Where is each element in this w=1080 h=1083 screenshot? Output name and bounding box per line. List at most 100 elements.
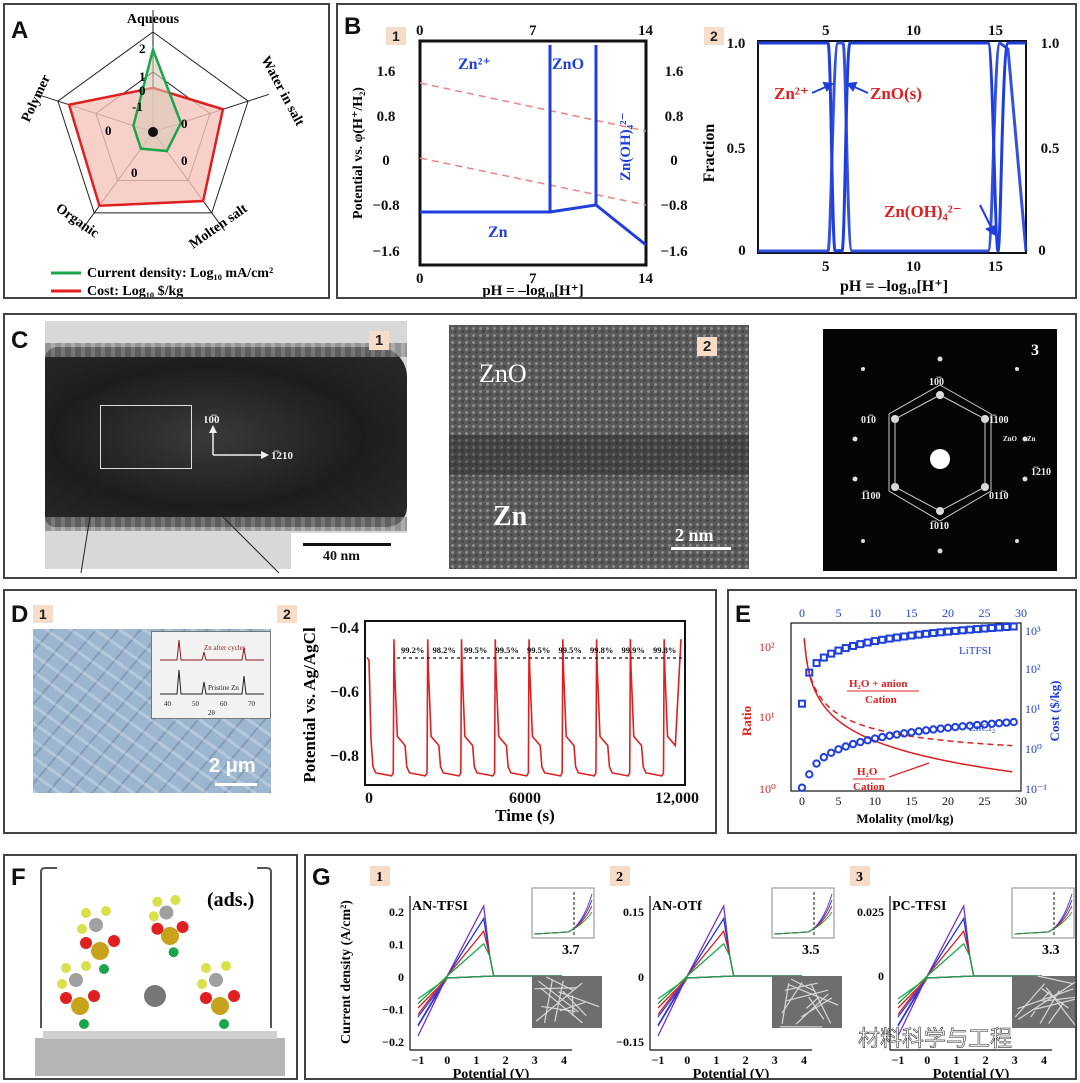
atom <box>77 924 87 934</box>
atom <box>149 911 159 921</box>
hrtem-image: 2 ZnO Zn 2 nm <box>449 325 749 569</box>
saed-spot-7: 1̅210 <box>1031 467 1051 478</box>
axis-molten-salt: Molten salt <box>187 201 251 252</box>
litfsi-point <box>989 625 995 631</box>
cv-charts: Current density (A/cm²) 1AN-TFSI0.20.10−… <box>306 856 1075 1078</box>
zncl2-point <box>843 743 849 749</box>
efficiency-label-1: 99.2% <box>401 645 424 655</box>
b2-bottom-tick-15: 15 <box>988 259 1003 275</box>
tick-0-ms: 0 <box>181 153 188 168</box>
g-xlabel: Potential (V) <box>933 1067 1010 1078</box>
litfsi-point <box>916 632 922 638</box>
b2-left-tick-1: 1.0 <box>727 36 746 52</box>
e-h2o-label: H₂O <box>857 766 878 778</box>
g-xtick: 0 <box>924 1053 930 1067</box>
atom <box>211 997 229 1015</box>
zncl2-point <box>857 739 863 745</box>
atom <box>80 937 92 949</box>
atom <box>81 961 91 971</box>
litfsi-point <box>865 640 871 646</box>
tick-0-wis: 0 <box>181 116 188 131</box>
c2-zno-label: ZnO <box>479 359 527 389</box>
litfsi-point <box>967 627 973 633</box>
b2-right-tick-05: 0.5 <box>1041 141 1060 157</box>
efficiency-label-3: 99.5% <box>464 645 487 655</box>
atom <box>228 990 240 1002</box>
atom <box>69 973 83 987</box>
litfsi-point <box>843 645 849 651</box>
litfsi-point <box>835 648 841 654</box>
e-xtick-top: 25 <box>978 606 990 620</box>
cycling-chart: 99.2% 98.2% 99.5% 99.5% 99.5% 99.5% 99.8% 99.9%… <box>285 591 705 831</box>
efficiency-label-8: 99.9% <box>622 645 645 655</box>
b1-xlabel: pH = –log₁₀[H⁺] <box>482 283 583 297</box>
g-ytick: −0.2 <box>382 1035 404 1049</box>
litfsi-point <box>850 643 856 649</box>
e-xtick-top: 10 <box>869 606 881 620</box>
axis-organic: Organic <box>53 201 102 241</box>
molality-chart: 0 5 10 15 20 25 30 0 5 10 15 20 25 30 10² 10¹ 10⁰ 10… <box>729 591 1075 832</box>
b2-right-tick-0: 0 <box>1038 243 1046 259</box>
axis-aqueous: Aqueous <box>127 12 180 27</box>
e-ytick-left-3: 10⁰ <box>759 782 776 796</box>
zncl2-point <box>1010 719 1016 725</box>
e-xtick-top: 20 <box>942 606 954 620</box>
b2-ylabel: Fraction <box>701 124 718 183</box>
zncl2-point <box>901 730 907 736</box>
zncl2-point <box>835 746 841 752</box>
atom <box>101 906 111 916</box>
g-subnum: 1 <box>376 870 383 885</box>
b1-zn2-label: Zn²⁺ <box>458 56 491 73</box>
d2-ytick-3: −0.8 <box>330 748 359 765</box>
litfsi-point <box>901 633 907 639</box>
saed-pattern: 10̅0 01̅0 1̅100 1̅100 011̅0 1̅010 1̅210 … <box>823 329 1057 571</box>
g-ytick: −0.1 <box>382 1003 404 1017</box>
e-xtick-bottom: 10 <box>869 794 881 808</box>
b1-right-tick-3: 0 <box>670 153 678 169</box>
b2-top-tick-5: 5 <box>822 23 830 39</box>
g-xtick: 4 <box>561 1053 567 1067</box>
atom <box>99 964 109 974</box>
xrd-label-after: Zn after cycles <box>204 644 246 652</box>
e-cation-label: Cation <box>865 694 897 706</box>
zncl2-point <box>937 725 943 731</box>
e-ytick-right-2: 10² <box>1025 662 1041 676</box>
efficiency-label-7: 99.8% <box>590 645 613 655</box>
atom <box>201 963 211 973</box>
zncl2-point <box>894 731 900 737</box>
atom <box>170 895 180 905</box>
g-xtick: 0 <box>444 1053 450 1067</box>
tick-0-org: 0 <box>131 165 138 180</box>
zncl2-point <box>930 726 936 732</box>
xrd-xtick-70: 70 <box>248 700 256 708</box>
panel-a: A Aqueous Water in salt Molten salt Orga… <box>3 3 330 299</box>
efficiency-label-2: 98.2% <box>433 645 456 655</box>
g-ytick: −0.15 <box>616 1035 644 1049</box>
b2-xlabel: pH = –log₁₀[H⁺] <box>840 278 948 295</box>
panel-letter-d: D <box>11 601 28 629</box>
atom <box>108 935 120 947</box>
atom <box>88 990 100 1002</box>
b1-top-tick-7: 7 <box>529 23 537 39</box>
zncl2-point <box>923 727 929 733</box>
c2-number: 2 <box>697 337 717 356</box>
e-ytick-right-5: 10⁻¹ <box>1025 782 1047 796</box>
zncl2-point <box>864 737 870 743</box>
saed-spot-1: 10̅0 <box>929 377 944 388</box>
g-xtick: 4 <box>1041 1053 1047 1067</box>
litfsi-point <box>960 627 966 633</box>
adsorption-model: (ads.) <box>5 856 296 1078</box>
c2-scale-bar: 2 nm <box>675 525 714 546</box>
litfsi-point <box>908 633 914 639</box>
tick-0-poly: 0 <box>105 123 112 138</box>
g-xlabel: Potential (V) <box>453 1067 530 1078</box>
b1-right-tick-4: −0.8 <box>660 198 687 214</box>
atom <box>159 906 173 920</box>
g-name: AN-TFSI <box>412 899 468 914</box>
b1-left-tick-5: −1.6 <box>372 244 400 260</box>
b2-left-tick-0: 0 <box>738 243 746 259</box>
xrd-xlabel: 2θ <box>208 709 216 717</box>
d2-ytick-1: −0.4 <box>330 620 359 637</box>
inset-value: 3.5 <box>802 943 820 958</box>
g-xtick: −1 <box>652 1053 665 1067</box>
